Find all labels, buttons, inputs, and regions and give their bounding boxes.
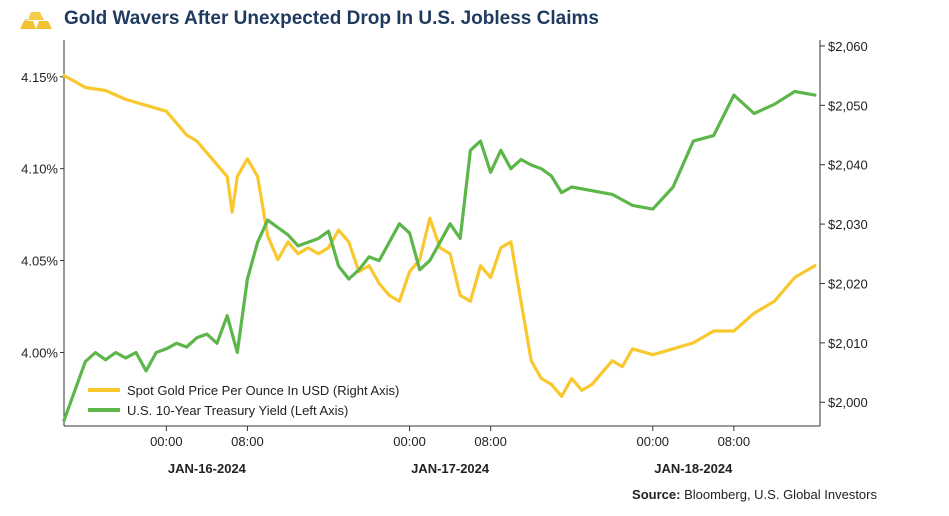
- source-label: Source:: [632, 487, 681, 502]
- axes: 4.00% 4.05% 4.10% 4.15% $2,000 $2,010 $2,020 $2…: [21, 39, 868, 476]
- right-tick-label: $2,020: [828, 276, 868, 291]
- x-date-label: JAN-17-2024: [411, 461, 490, 476]
- x-tick-label: 08:00: [718, 434, 751, 449]
- right-tick-label: $2,000: [828, 395, 868, 410]
- legend-label: U.S. 10-Year Treasury Yield (Left Axis): [127, 403, 348, 418]
- legend-label: Spot Gold Price Per Ounce In USD (Right …: [127, 383, 399, 398]
- right-tick-label: $2,030: [828, 217, 868, 232]
- x-tick-label: 08:00: [474, 434, 507, 449]
- title-row: Gold Wavers After Unexpected Drop In U.S…: [18, 6, 599, 32]
- x-tick-label: 00:00: [150, 434, 183, 449]
- gold-bars-icon: [20, 12, 52, 29]
- right-tick-label: $2,040: [828, 158, 868, 173]
- left-tick-label: 4.00%: [21, 345, 58, 360]
- gold-price-line: [62, 73, 817, 398]
- legend: Spot Gold Price Per Ounce In USD (Right …: [88, 383, 399, 418]
- left-tick-label: 4.15%: [21, 70, 58, 85]
- chart-title: Gold Wavers After Unexpected Drop In U.S…: [64, 8, 599, 29]
- treasury-yield-line: [62, 89, 817, 423]
- source-note: Source: Bloomberg, U.S. Global Investors: [632, 487, 877, 502]
- x-date-label: JAN-16-2024: [168, 461, 247, 476]
- left-tick-label: 4.10%: [21, 162, 58, 177]
- right-tick-label: $2,050: [828, 98, 868, 113]
- source-text: Bloomberg, U.S. Global Investors: [684, 487, 877, 502]
- x-tick-label: 00:00: [393, 434, 426, 449]
- right-tick-label: $2,060: [828, 39, 868, 54]
- left-tick-label: 4.05%: [21, 254, 58, 269]
- series-lines: [62, 73, 817, 423]
- x-tick-label: 08:00: [231, 434, 264, 449]
- x-date-label: JAN-18-2024: [654, 461, 733, 476]
- x-tick-label: 00:00: [637, 434, 670, 449]
- right-tick-label: $2,010: [828, 336, 868, 351]
